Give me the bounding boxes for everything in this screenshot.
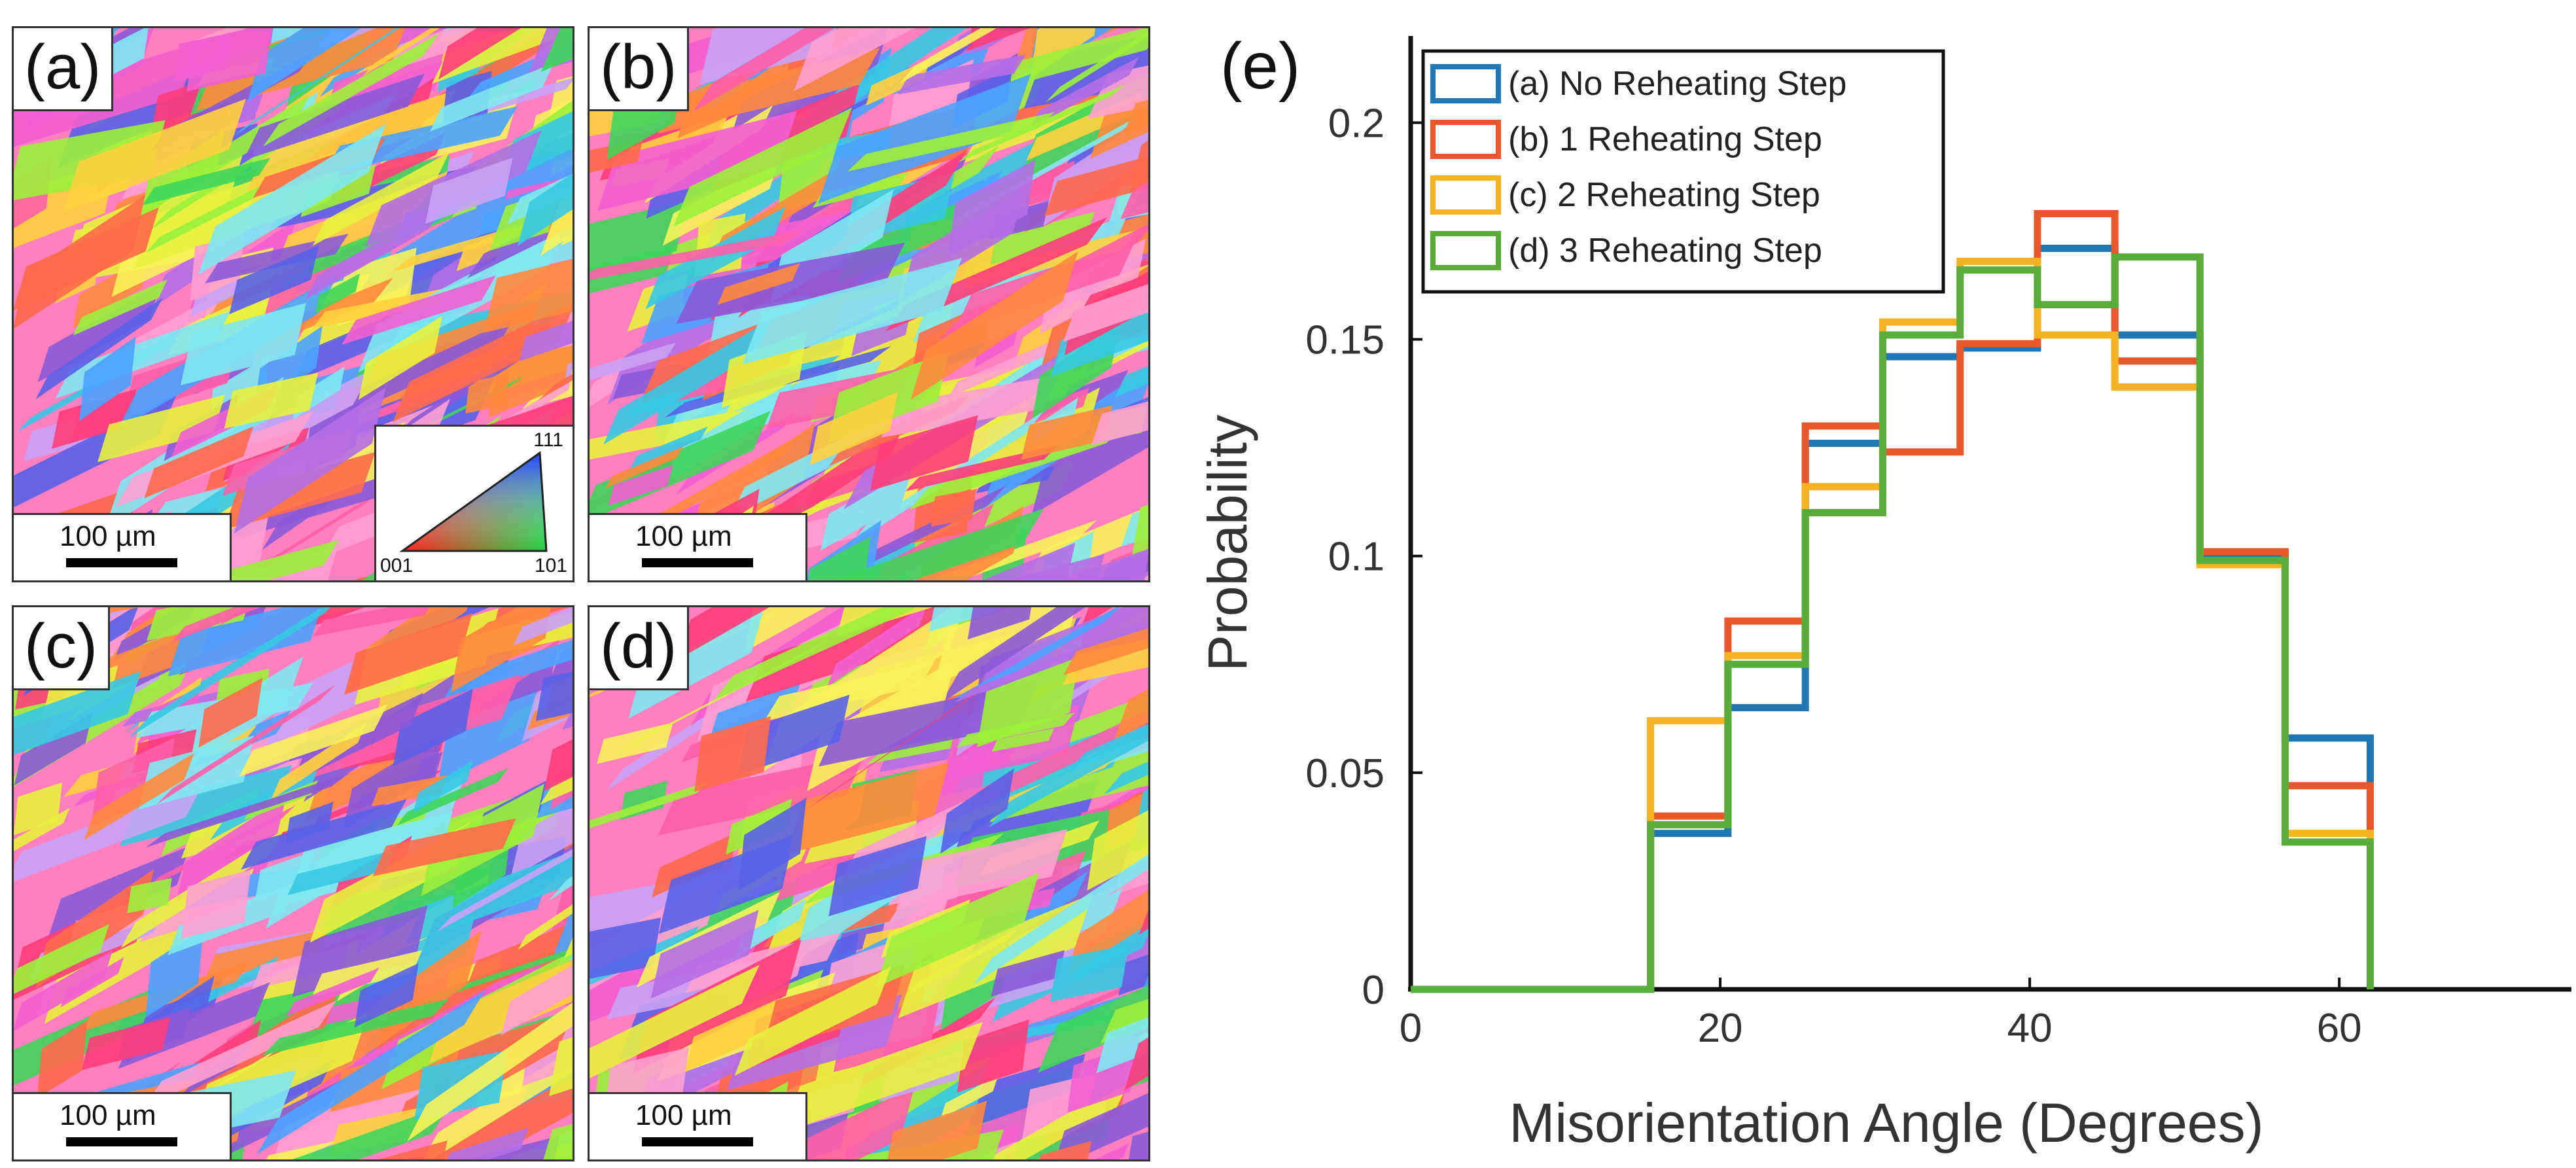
panel-label: (a) bbox=[14, 28, 114, 111]
y-tick-label: 0.1 bbox=[1328, 535, 1385, 580]
scale-bar bbox=[66, 558, 177, 567]
scale-bar bbox=[642, 1137, 753, 1146]
scale-bar-label: 100 µm bbox=[635, 1099, 732, 1131]
legend-entry: (d) 3 Reheating Step bbox=[1508, 232, 1822, 270]
scale-bar-label: 100 µm bbox=[60, 1099, 156, 1131]
legend-swatch bbox=[1430, 64, 1501, 103]
scale-bar-box: 100 µm bbox=[14, 513, 232, 580]
legend-swatch bbox=[1430, 120, 1501, 159]
scale-bar-box: 100 µm bbox=[14, 1092, 232, 1159]
panel-label: (d) bbox=[590, 607, 690, 690]
y-tick-label: 0.05 bbox=[1305, 751, 1385, 796]
misorientation-histogram: (e) 0 20 40 60 0 0.05 0.1 0.15 0.2 (a) No Reheat… bbox=[1197, 29, 2571, 1154]
legend-entry: (c) 2 Reheating Step bbox=[1508, 176, 1820, 214]
ipf-key-101: 101 bbox=[534, 555, 567, 576]
x-tick-label: 40 bbox=[2007, 1006, 2053, 1051]
legend-entry: (b) 1 Reheating Step bbox=[1508, 120, 1822, 158]
ipf-color-key: 111 001 101 bbox=[374, 425, 573, 580]
y-tick-label: 0 bbox=[1362, 968, 1385, 1013]
legend-swatch bbox=[1430, 231, 1501, 270]
legend-swatch bbox=[1430, 175, 1501, 215]
y-axis-label: Probability bbox=[1197, 415, 1258, 671]
x-tick-label: 20 bbox=[1698, 1006, 1743, 1051]
ipf-map-image bbox=[590, 28, 1148, 580]
panel-label: (b) bbox=[590, 28, 690, 111]
y-tick-label: 0.15 bbox=[1305, 318, 1385, 363]
ipf-map-image bbox=[590, 607, 1148, 1159]
scale-bar-box: 100 µm bbox=[590, 1092, 807, 1159]
ipf-map-a: (a) 111 001 101 100 µm bbox=[12, 26, 574, 582]
series-c-line bbox=[1411, 257, 2374, 993]
scale-bar bbox=[66, 1137, 177, 1146]
x-tick-label: 0 bbox=[1400, 1006, 1422, 1051]
scale-bar bbox=[642, 558, 753, 567]
ipf-map-b: (b) 100 µm bbox=[588, 26, 1150, 582]
scale-bar-label: 100 µm bbox=[60, 520, 156, 552]
legend-box bbox=[1421, 49, 1945, 294]
legend-entry: (a) No Reheating Step bbox=[1508, 65, 1846, 103]
ipf-map-d: (d) 100 µm bbox=[588, 605, 1150, 1161]
series-d-line bbox=[1411, 253, 2374, 993]
ipf-key-001: 001 bbox=[380, 555, 414, 576]
scale-bar-label: 100 µm bbox=[635, 520, 732, 552]
y-tick-label: 0.2 bbox=[1328, 101, 1385, 146]
ipf-key-111: 111 bbox=[533, 429, 563, 451]
x-axis-label: Misorientation Angle (Degrees) bbox=[1509, 1092, 2263, 1154]
panel-label: (c) bbox=[14, 607, 110, 690]
scale-bar-box: 100 µm bbox=[590, 513, 807, 580]
series-b-line bbox=[1411, 210, 2374, 993]
chart-panel-label: (e) bbox=[1220, 29, 1300, 103]
x-tick-label: 60 bbox=[2317, 1006, 2362, 1051]
series-a-line bbox=[1411, 245, 2374, 993]
ipf-map-c: (c) 100 µm bbox=[12, 605, 574, 1161]
